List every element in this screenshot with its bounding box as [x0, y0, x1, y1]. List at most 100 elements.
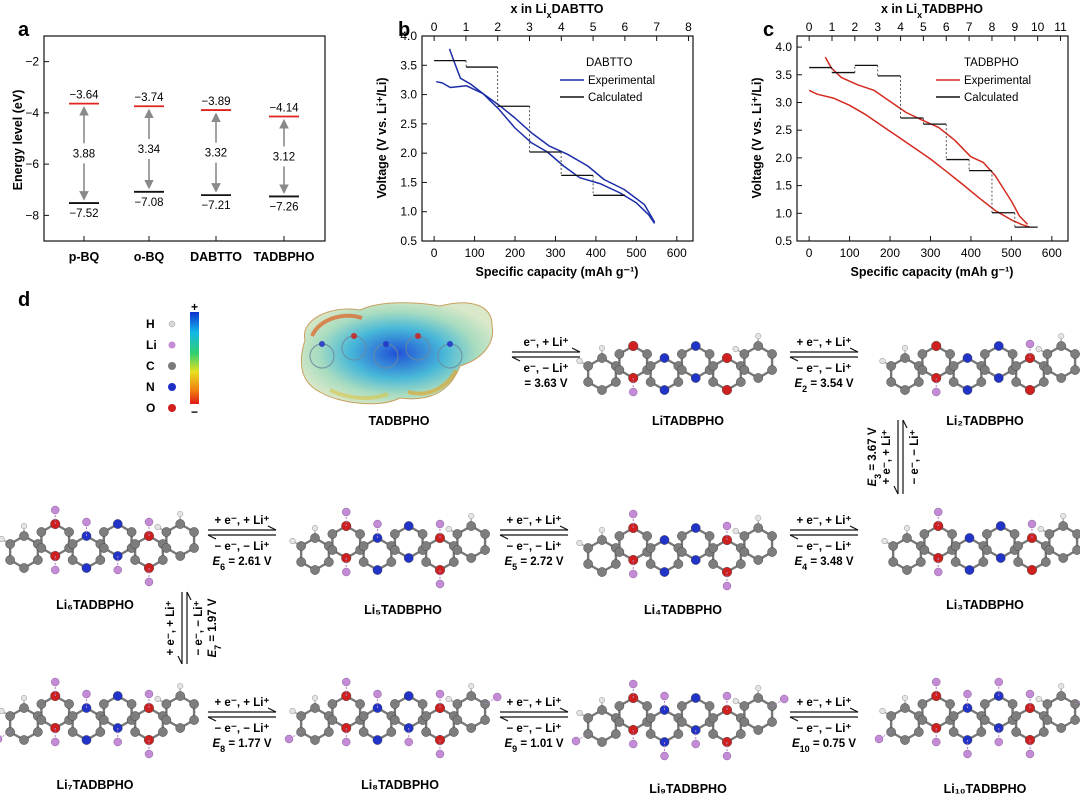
molecule-label: Li₇TADBPHO — [57, 778, 134, 792]
reverse-label: − e⁻, − Li⁺ — [797, 723, 852, 735]
reverse-arrowhead — [511, 356, 521, 362]
c-atom — [386, 557, 397, 567]
c-atom — [1042, 715, 1053, 725]
h-atom — [576, 357, 583, 365]
c-atom — [673, 559, 684, 569]
c-atom — [466, 553, 477, 563]
reverse-arrowhead — [902, 419, 908, 429]
c-atom — [296, 711, 306, 721]
c-atom — [358, 711, 369, 721]
h-atom — [901, 344, 909, 352]
y-tick-label: 2.5 — [775, 123, 792, 137]
c-atom — [1042, 349, 1053, 359]
c-atom — [888, 557, 898, 567]
y-tick-label: −8 — [25, 208, 39, 222]
c-atom — [677, 547, 687, 557]
li-atom — [932, 387, 941, 397]
c-atom — [449, 557, 459, 567]
c-atom — [175, 691, 186, 701]
c-atom — [739, 701, 750, 711]
top-tick-label: 11 — [1054, 20, 1067, 34]
c-atom — [390, 699, 400, 709]
c-atom — [597, 737, 607, 747]
c-atom — [1013, 541, 1023, 551]
gap-label-bg — [69, 145, 99, 162]
h-atom — [903, 524, 911, 532]
gap-value: 3.34 — [138, 144, 161, 156]
molecule-model — [571, 679, 789, 761]
c-atom — [327, 699, 338, 709]
h-atom — [1058, 682, 1065, 690]
forward-label: + e⁻, + Li⁺ — [797, 337, 852, 349]
c-atom — [95, 555, 106, 565]
c-atom — [767, 531, 777, 541]
molecule-model — [881, 507, 1080, 577]
c-atom — [452, 699, 463, 709]
li-atom — [934, 507, 943, 517]
c-atom — [1011, 377, 1021, 387]
y-axis-label: Voltage (V vs. Li⁺/Li) — [375, 78, 389, 199]
c-atom — [99, 699, 109, 709]
lumo-value: −3.89 — [201, 96, 230, 108]
x-tick-label: 500 — [1001, 246, 1021, 260]
x-tick-label: 400 — [961, 246, 981, 260]
c-atom — [583, 377, 593, 387]
n-atom — [993, 341, 1004, 351]
c-atom — [1042, 699, 1053, 709]
h-atom — [1058, 332, 1065, 340]
tadbpho-esp-molecule — [309, 333, 463, 369]
c-atom — [708, 729, 718, 739]
category-label: TADBPHO — [254, 250, 315, 264]
redox-potential: E5 = 2.72 V — [504, 556, 563, 572]
li-atom — [722, 521, 732, 531]
h-atom — [0, 707, 5, 715]
top-tick-label: 5 — [590, 20, 597, 34]
c-atom — [642, 701, 652, 711]
li-atom — [629, 739, 638, 749]
c-atom — [677, 701, 687, 711]
molecule-label: Li₂TADBPHO — [946, 414, 1024, 428]
reverse-label: − e⁻, − Li⁺ — [909, 430, 921, 485]
c-atom — [917, 365, 928, 375]
redox-potential: E9 = 1.01 V — [504, 738, 563, 754]
c-atom — [739, 349, 750, 359]
category-label: p-BQ — [69, 250, 100, 264]
c-atom — [33, 727, 43, 737]
c-atom — [945, 349, 955, 359]
c-atom — [1072, 545, 1080, 555]
c-atom — [390, 529, 400, 539]
legend-title: TADBPHO — [964, 57, 1019, 69]
li-atom — [144, 689, 154, 699]
top-tick-label: 3 — [874, 20, 881, 34]
potential-subscript: 9 — [512, 744, 517, 754]
c-atom — [310, 703, 320, 713]
c-atom — [919, 529, 930, 539]
c-atom — [708, 377, 718, 387]
n-atom — [995, 521, 1006, 531]
reverse-arrowhead — [789, 534, 799, 540]
c-atom — [1007, 349, 1018, 359]
li-atom — [934, 567, 943, 577]
c-atom — [708, 713, 718, 723]
h-atom — [468, 512, 475, 520]
potential-symbol: E — [207, 650, 219, 658]
y-axis-label: Energy level (eV) — [11, 90, 25, 191]
y-tick-label: 2.5 — [400, 117, 417, 131]
c-atom — [917, 349, 928, 359]
n-atom — [447, 341, 453, 347]
molecule-label: Li₆TADBPHO — [56, 598, 134, 612]
y-tick-label: −2 — [25, 55, 39, 69]
c-atom — [982, 529, 992, 539]
c-atom — [916, 557, 926, 567]
li-atom — [1027, 519, 1037, 529]
y-tick-label: 0.5 — [400, 234, 417, 248]
x-tick-label: 600 — [1042, 246, 1062, 260]
potential-symbol: E — [867, 479, 879, 487]
h-atom — [576, 709, 583, 717]
potential-subscript: 8 — [220, 744, 225, 754]
c-atom — [189, 543, 199, 553]
x-tick-label: 200 — [505, 246, 525, 260]
forward-label: e⁻, + Li⁺ — [523, 337, 568, 349]
c-atom-icon — [168, 362, 176, 370]
c-atom — [1009, 529, 1020, 539]
